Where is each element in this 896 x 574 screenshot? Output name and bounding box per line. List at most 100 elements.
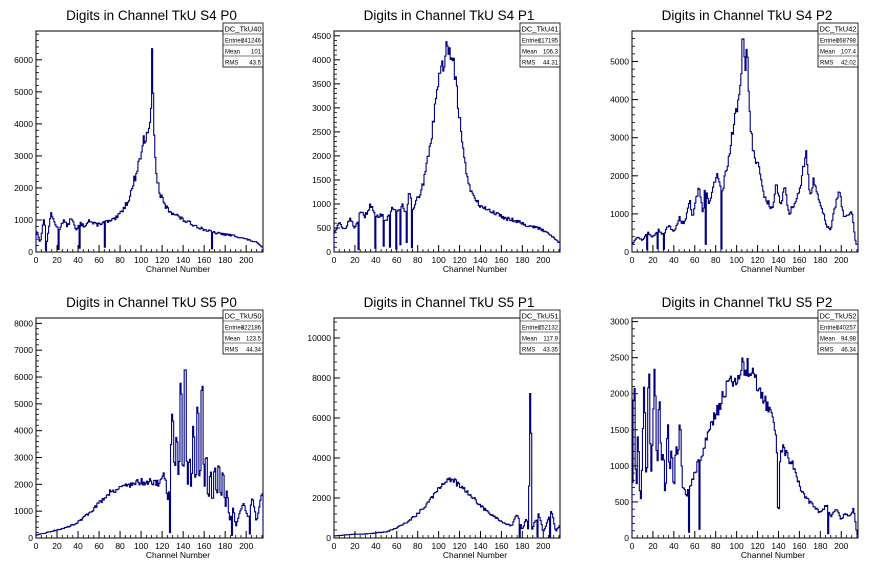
x-tick-label: 80	[115, 255, 125, 265]
y-tick-label: 10000	[307, 333, 331, 343]
stats-value: 42.02	[841, 61, 857, 67]
y-tick-label: 1500	[312, 175, 331, 185]
x-tick-label: 160	[494, 255, 508, 265]
x-tick-label: 60	[690, 541, 700, 551]
x-tick-label: 0	[332, 541, 337, 551]
y-tick-label: 4000	[312, 55, 331, 65]
histogram-panel: Digits in Channel TkU S4 P1 0 20 40 60 80 100 1…	[312, 8, 561, 274]
x-tick-label: 20	[350, 255, 360, 265]
stats-key: RMS	[820, 348, 833, 354]
x-tick-label: 100	[134, 255, 148, 265]
x-tick-label: 80	[115, 541, 125, 551]
x-tick-label: 20	[350, 541, 360, 551]
x-axis-label: Channel Number	[443, 550, 507, 560]
x-tick-label: 160	[792, 255, 806, 265]
stats-value: 252132	[538, 326, 559, 332]
y-tick-label: 4000	[610, 95, 629, 105]
x-tick-label: 0	[630, 255, 635, 265]
stats-key: Entries	[820, 39, 839, 45]
y-tick-label: 4000	[312, 453, 331, 463]
x-tick-label: 180	[515, 541, 529, 551]
x-tick-label: 120	[452, 255, 466, 265]
x-tick-label: 80	[711, 541, 721, 551]
y-tick-label: 1000	[14, 506, 33, 516]
stats-key: Mean	[522, 337, 537, 343]
stats-value: 43.5	[249, 61, 261, 67]
x-tick-label: 120	[750, 255, 764, 265]
histogram-series	[35, 48, 264, 252]
x-tick-label: 100	[730, 255, 744, 265]
x-axis-label: Channel Number	[146, 264, 210, 274]
x-tick-label: 140	[771, 541, 785, 551]
y-tick-label: 6000	[14, 372, 33, 382]
x-tick-label: 180	[515, 255, 529, 265]
chart-title: Digits in Channel TkU S5 P2	[662, 295, 833, 310]
y-tick-label: 0	[326, 533, 331, 543]
x-tick-label: 0	[34, 255, 39, 265]
y-tick-label: 1000	[14, 215, 33, 225]
histogram-panel: Digits in Channel TkU S4 P2 0 20 40 60 80 100 1…	[610, 8, 859, 274]
y-tick-label: 8000	[14, 318, 33, 328]
stats-name: DC_TkU42	[819, 25, 856, 34]
y-tick-label: 3000	[14, 453, 33, 463]
y-tick-label: 2000	[610, 389, 629, 399]
stats-key: RMS	[820, 61, 833, 67]
stats-value: 44.34	[246, 348, 262, 354]
x-tick-label: 120	[155, 255, 169, 265]
stats-key: Entries	[820, 326, 839, 332]
x-tick-label: 120	[155, 541, 169, 551]
x-tick-label: 120	[750, 541, 764, 551]
x-tick-label: 160	[792, 541, 806, 551]
y-tick-label: 7000	[14, 345, 33, 355]
stats-value: 44.31	[543, 61, 559, 67]
stats-key: Mean	[225, 50, 240, 56]
y-tick-label: 3500	[312, 79, 331, 89]
stats-value: 240257	[836, 326, 857, 332]
y-tick-label: 2000	[610, 171, 629, 181]
y-tick-label: 6000	[14, 55, 33, 65]
x-axis-label: Channel Number	[146, 550, 210, 560]
x-tick-label: 200	[834, 541, 848, 551]
x-tick-label: 40	[669, 255, 679, 265]
x-tick-label: 200	[834, 255, 848, 265]
x-tick-label: 140	[771, 255, 785, 265]
x-tick-label: 40	[371, 255, 381, 265]
y-tick-label: 3000	[312, 103, 331, 113]
x-tick-label: 140	[473, 541, 487, 551]
x-tick-label: 40	[73, 541, 83, 551]
y-tick-label: 1000	[312, 199, 331, 209]
y-tick-label: 5000	[610, 56, 629, 66]
stats-key: Entries	[225, 326, 244, 332]
x-tick-label: 100	[134, 541, 148, 551]
y-tick-label: 500	[615, 497, 629, 507]
x-axis-label: Channel Number	[741, 550, 805, 560]
stats-key: RMS	[225, 348, 238, 354]
x-tick-label: 40	[73, 255, 83, 265]
x-tick-label: 40	[669, 541, 679, 551]
stats-key: Entries	[522, 39, 541, 45]
stats-value: 43.35	[543, 348, 559, 354]
y-tick-label: 0	[28, 533, 33, 543]
x-tick-label: 80	[413, 255, 423, 265]
x-tick-label: 80	[711, 255, 721, 265]
stats-key: Mean	[820, 337, 835, 343]
y-tick-label: 0	[28, 247, 33, 257]
x-tick-label: 20	[648, 255, 658, 265]
x-tick-label: 200	[536, 541, 550, 551]
x-tick-label: 140	[473, 255, 487, 265]
y-tick-label: 6000	[312, 413, 331, 423]
x-tick-label: 140	[176, 541, 190, 551]
x-tick-label: 100	[432, 541, 446, 551]
stats-value: 46.34	[841, 348, 857, 354]
y-tick-label: 5000	[14, 87, 33, 97]
stats-key: Mean	[225, 337, 240, 343]
y-tick-label: 1500	[610, 425, 629, 435]
stats-name: DC_TkU52	[819, 312, 856, 321]
stats-name: DC_TkU51	[521, 312, 558, 321]
y-tick-label: 3000	[610, 317, 629, 327]
y-tick-label: 2500	[610, 353, 629, 363]
x-tick-label: 160	[494, 541, 508, 551]
